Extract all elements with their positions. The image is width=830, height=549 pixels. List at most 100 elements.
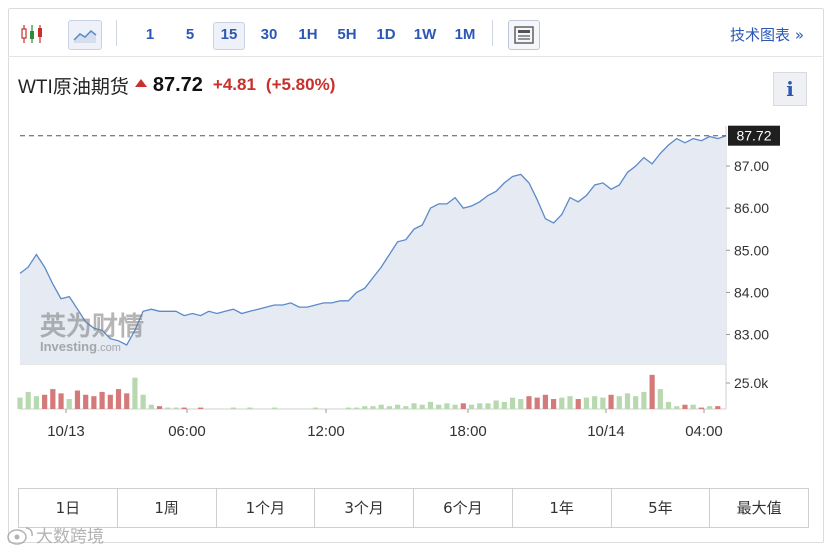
volume-bar — [542, 394, 548, 409]
area-chart-icon[interactable] — [68, 20, 102, 50]
volume-bar — [58, 393, 64, 409]
volume-bar — [124, 393, 130, 409]
volume-bar — [583, 397, 590, 409]
timeframe-30[interactable]: 30 — [260, 26, 278, 43]
volume-bar — [559, 397, 565, 409]
volume-bar — [115, 389, 122, 409]
range-6[interactable]: 5年 — [612, 489, 711, 527]
info-button[interactable]: i — [773, 72, 807, 106]
volume-bar — [271, 407, 278, 409]
timeframe-1H[interactable]: 1H — [298, 26, 318, 43]
volume-bar — [107, 394, 113, 409]
volume-bar — [633, 396, 639, 409]
volume-bar — [493, 400, 499, 409]
range-2[interactable]: 1个月 — [217, 489, 316, 527]
range-1[interactable]: 1周 — [118, 489, 217, 527]
range-7[interactable]: 最大值 — [736, 499, 782, 517]
volume-bar — [312, 407, 319, 409]
last-price-label: 87.72 — [736, 128, 771, 144]
last-price: 87.72 — [152, 73, 203, 96]
volume-bar — [74, 390, 81, 409]
x-tick-label: 10/13 — [47, 423, 85, 440]
chart-toolbar: 1 5 15 30 1H 5H 1D 1W 1M 技术图表 » — [8, 10, 822, 57]
x-tick-label: 12:00 — [307, 423, 345, 440]
tech-chart-link[interactable]: 技术图表 » — [730, 26, 804, 44]
volume-bar — [698, 407, 704, 409]
volume-bar — [181, 407, 187, 409]
volume-bar — [649, 374, 655, 409]
up-arrow-icon — [134, 79, 147, 87]
source-watermark-text: 大数跨境 — [36, 527, 104, 547]
volume-bar — [567, 396, 573, 409]
timeframe-5H[interactable]: 5H — [337, 26, 357, 43]
volume-bar — [665, 401, 672, 409]
range-4[interactable]: 6个月 — [414, 489, 513, 527]
volume-bar — [173, 407, 179, 409]
candlestick-icon[interactable] — [18, 22, 46, 46]
volume-bar — [641, 391, 647, 409]
range-5[interactable]: 1年 — [513, 489, 612, 527]
volume-bar — [25, 391, 31, 409]
volume-bar — [518, 399, 524, 409]
volume-bar — [99, 391, 105, 409]
price-line — [19, 135, 727, 346]
volume-bar — [444, 403, 450, 409]
range-0[interactable]: 1日 — [19, 489, 118, 527]
volume-bar — [460, 403, 466, 409]
volume-bar — [411, 403, 417, 409]
volume-bar — [50, 389, 56, 409]
volume-bar — [592, 396, 598, 409]
y-tick-label: 86.00 — [734, 200, 769, 216]
toolbar-divider — [116, 20, 117, 46]
x-tick-label: 10/14 — [587, 423, 625, 440]
toolbar-divider — [492, 20, 493, 46]
timeframe-1[interactable]: 1 — [145, 26, 155, 43]
weibo-icon — [7, 526, 33, 545]
volume-bar — [148, 404, 154, 409]
volume-bar — [403, 406, 409, 409]
volume-bar — [198, 407, 204, 409]
volume-bar — [132, 377, 138, 409]
volume-bar — [386, 406, 393, 409]
timeframe-1M[interactable]: 1M — [454, 26, 476, 43]
volume-bar — [501, 401, 507, 409]
timeframe-5[interactable]: 5 — [185, 26, 195, 43]
volume-bar — [526, 396, 532, 409]
instrument-name: WTI原油期货 — [18, 76, 129, 98]
volume-bar — [509, 397, 516, 409]
volume-bar — [485, 403, 491, 409]
price-change-percent: (+5.80%) — [265, 75, 336, 94]
volume-bar — [468, 404, 475, 409]
volume-bar — [83, 394, 89, 409]
volume-bar — [534, 397, 540, 409]
timeframe-1W[interactable]: 1W — [413, 26, 437, 43]
volume-bar — [682, 404, 688, 409]
volume-bar — [91, 396, 97, 409]
range-selector: 1日 1周 1个月 3个月 6个月 1年 5年 最大值 — [18, 488, 809, 528]
volume-bar — [477, 403, 483, 409]
volume-bar — [674, 406, 680, 409]
timeframe-1D[interactable]: 1D — [376, 26, 396, 43]
volume-tick-label: 25.0k — [734, 375, 769, 391]
volume-bar — [657, 389, 663, 409]
last-price-tag — [728, 125, 780, 146]
price-change: +4.81 — [212, 75, 256, 94]
volume-bar — [66, 399, 72, 409]
range-3[interactable]: 3个月 — [315, 489, 414, 527]
y-tick-label: 84.00 — [734, 284, 769, 300]
y-tick-label: 87.00 — [734, 158, 769, 174]
volume-bar — [33, 396, 40, 409]
volume-bar — [156, 406, 163, 409]
volume-bar — [715, 406, 721, 409]
volume-bar — [165, 407, 171, 409]
volume-bar — [452, 404, 458, 409]
price-area — [20, 135, 726, 364]
volume-bar — [706, 406, 713, 409]
volume-bar — [378, 404, 384, 409]
timeframe-15[interactable]: 15 — [213, 22, 245, 50]
volume-bar — [230, 407, 237, 409]
news-icon[interactable] — [508, 20, 540, 50]
quote-header: WTI原油期货 87.72 +4.81 (+5.80%) — [18, 72, 335, 98]
volume-bar — [600, 397, 606, 409]
